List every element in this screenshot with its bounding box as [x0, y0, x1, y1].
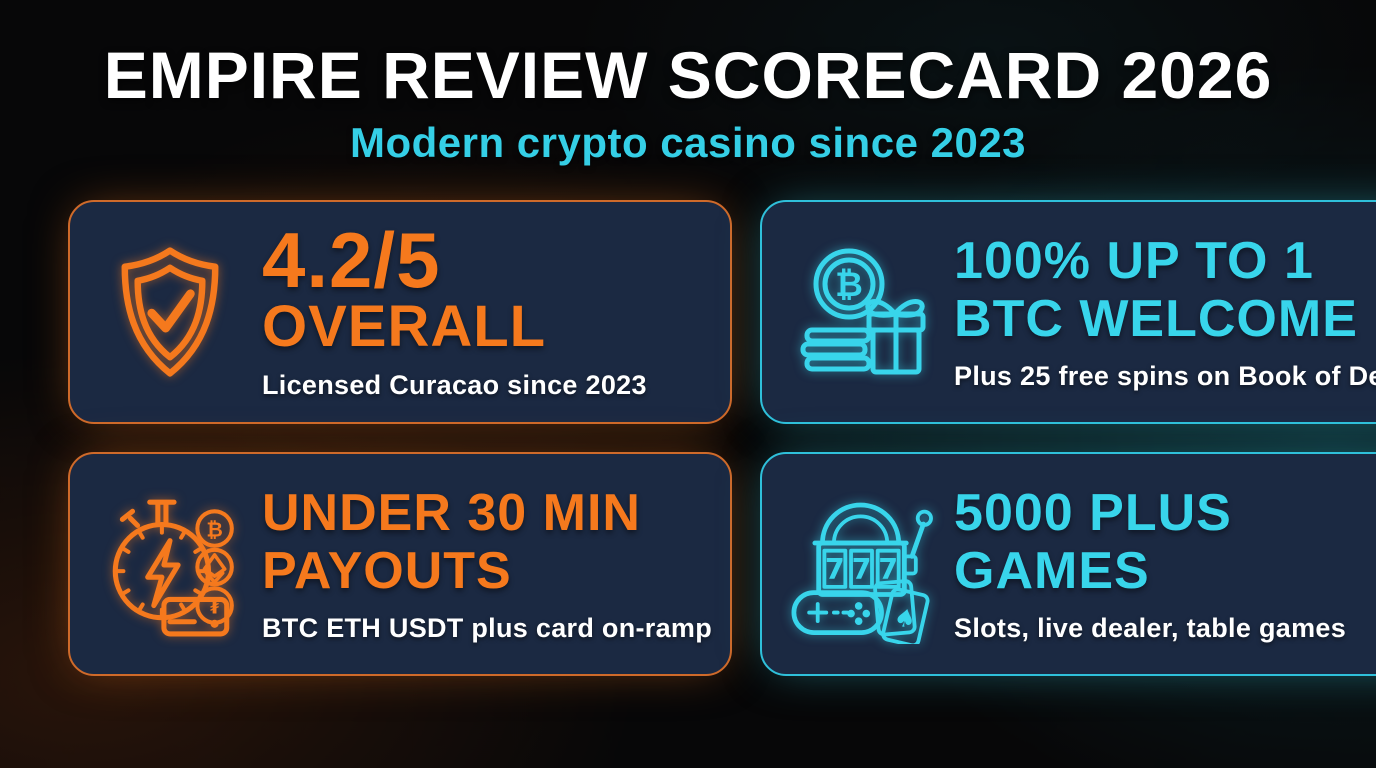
scorecard-grid: 4.2/5 OVERALL Licensed Curacao since 202… — [68, 200, 1376, 676]
header: EMPIRE REVIEW SCORECARD 2026 Modern cryp… — [0, 0, 1376, 164]
slot-machine-games-icon: 7 7 7 ♠ — [786, 484, 938, 644]
slot-seven: 7 — [878, 552, 898, 586]
bitcoin-symbol: ₿ — [206, 518, 223, 542]
bitcoin-symbol: ₿ — [835, 265, 863, 305]
page-title: EMPIRE REVIEW SCORECARD 2026 — [103, 38, 1273, 112]
payout-line1: UNDER 30 MIN — [262, 483, 641, 542]
shield-check-icon — [94, 242, 246, 382]
card-game-library: 7 7 7 ♠ — [760, 452, 1376, 676]
games-line1: 5000 PLUS — [954, 483, 1232, 542]
games-line2: GAMES — [954, 542, 1150, 600]
card-overall-rating: 4.2/5 OVERALL Licensed Curacao since 202… — [68, 200, 733, 424]
bonus-line1: 100% UP TO 1 — [954, 231, 1314, 290]
stopwatch-crypto-icon: ₿ ₮ — [94, 488, 246, 640]
games-note: Slots, live dealer, table games — [954, 613, 1347, 644]
rating-value: 4.2/5 — [262, 215, 441, 304]
card-text-block: 5000 PLUS GAMES Slots, live dealer, tabl… — [954, 484, 1346, 644]
card-text-block: UNDER 30 MIN PAYOUTS BTC ETH USDT plus c… — [262, 484, 712, 644]
page-subtitle: Modern crypto casino since 2023 — [349, 119, 1027, 166]
card-text-block: 4.2/5 OVERALL Licensed Curacao since 202… — [262, 215, 647, 402]
payout-note: BTC ETH USDT plus card on-ramp — [262, 613, 713, 644]
card-payout-speed: ₿ ₮ UNDER 30 MIN PAYOUTS BTC ETH USDT pl… — [68, 452, 733, 676]
bonus-line2: BTC WELCOME — [954, 290, 1358, 348]
rating-label: OVERALL — [262, 293, 547, 359]
bonus-note: Plus 25 free spins on Book of Dead — [954, 361, 1376, 392]
slot-seven: 7 — [825, 552, 845, 586]
license-note: Licensed Curacao since 2023 — [262, 370, 647, 401]
ethereum-symbol — [202, 553, 227, 585]
card-welcome-bonus: ₿ 100% UP TO 1 BTC WELCOME Plus 25 free … — [760, 200, 1376, 424]
payout-line2: PAYOUTS — [262, 542, 512, 600]
card-text-block: 100% UP TO 1 BTC WELCOME Plus 25 free sp… — [954, 232, 1376, 392]
slot-seven: 7 — [852, 552, 872, 586]
bitcoin-gift-icon: ₿ — [786, 242, 938, 382]
